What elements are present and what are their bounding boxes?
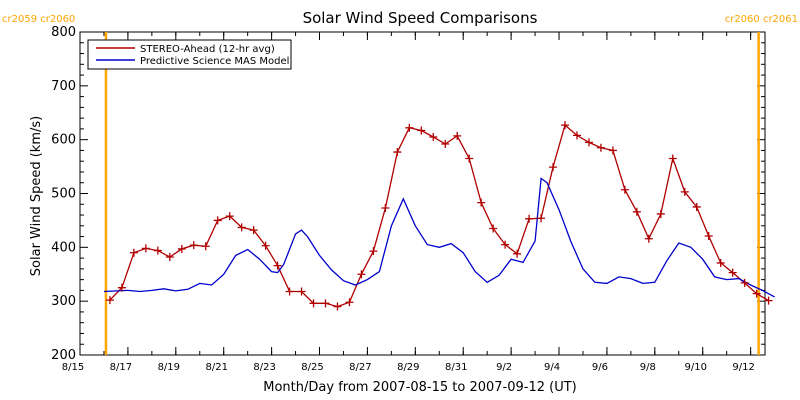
legend: STEREO-Ahead (12-hr avg)Predictive Scien… xyxy=(87,39,292,70)
data-point xyxy=(489,224,498,233)
data-point xyxy=(608,146,617,155)
data-point xyxy=(680,187,689,196)
series-line-1 xyxy=(109,123,769,308)
data-point xyxy=(381,204,390,213)
data-point xyxy=(153,246,162,255)
data-point xyxy=(561,121,570,130)
x-tick-label: 9/4 xyxy=(544,362,560,373)
data-point xyxy=(704,232,713,241)
data-point xyxy=(465,154,474,163)
y-tick-label: 300 xyxy=(51,294,76,309)
data-point xyxy=(525,214,534,223)
data-point xyxy=(584,138,593,147)
data-point xyxy=(417,126,426,135)
legend-label: Predictive Science MAS Model xyxy=(140,56,289,67)
data-point xyxy=(740,278,749,287)
x-tick-label: 9/8 xyxy=(640,362,656,373)
data-point xyxy=(129,248,138,257)
data-point xyxy=(165,253,174,262)
x-tick-label: 8/17 xyxy=(110,362,132,373)
x-tick-label: 8/21 xyxy=(205,362,227,373)
data-point xyxy=(213,216,222,225)
x-tick-label: 9/2 xyxy=(496,362,512,373)
data-point xyxy=(369,247,378,256)
data-point xyxy=(333,302,342,311)
data-point xyxy=(345,298,354,307)
y-tick-label: 600 xyxy=(51,133,76,148)
data-point xyxy=(237,223,246,232)
x-tick-label: 9/10 xyxy=(684,362,706,373)
data-point xyxy=(201,242,210,251)
data-point xyxy=(656,209,665,218)
data-point xyxy=(105,296,114,305)
x-tick-label: 8/27 xyxy=(349,362,371,373)
y-tick-label: 500 xyxy=(51,187,76,202)
data-point xyxy=(309,299,318,308)
data-point xyxy=(141,244,150,253)
data-point xyxy=(549,163,558,172)
x-tick-label: 8/29 xyxy=(397,362,419,373)
x-tick-label: 8/23 xyxy=(253,362,275,373)
data-point xyxy=(716,258,725,267)
data-point xyxy=(692,202,701,211)
x-tick-label: 8/31 xyxy=(445,362,467,373)
data-point xyxy=(249,226,258,235)
y-tick-label: 800 xyxy=(51,25,76,40)
data-point xyxy=(441,139,450,148)
y-tick-label: 200 xyxy=(51,348,76,363)
data-point xyxy=(357,270,366,279)
carrington-marker-label: cr2060 cr2061 xyxy=(725,14,798,25)
data-point xyxy=(477,198,486,207)
data-point xyxy=(273,261,282,270)
data-point xyxy=(572,131,581,140)
data-point xyxy=(405,123,414,132)
data-point xyxy=(429,132,438,141)
data-point xyxy=(225,212,234,221)
legend-label: STEREO-Ahead (12-hr avg) xyxy=(140,44,275,55)
data-point xyxy=(393,148,402,157)
data-point xyxy=(297,287,306,296)
x-tick-label: 9/6 xyxy=(592,362,608,373)
x-tick-label: 8/25 xyxy=(301,362,323,373)
y-axis-title: Solar Wind Speed (km/s) xyxy=(29,116,44,276)
data-point xyxy=(764,296,773,305)
data-point xyxy=(177,244,186,253)
x-axis-title: Month/Day from 2007-08-15 to 2007-09-12 … xyxy=(263,380,576,395)
series-line-2 xyxy=(103,177,775,298)
y-tick-label: 700 xyxy=(51,79,76,94)
data-point xyxy=(117,283,126,292)
carrington-marker-label: cr2059 cr2060 xyxy=(2,14,75,25)
data-point xyxy=(537,214,546,223)
x-tick-label: 9/12 xyxy=(732,362,754,373)
x-tick-label: 8/19 xyxy=(158,362,180,373)
data-point xyxy=(453,131,462,140)
data-point xyxy=(596,143,605,152)
data-point xyxy=(189,241,198,250)
data-point xyxy=(513,249,522,258)
data-point xyxy=(644,234,653,243)
data-point xyxy=(285,287,294,296)
y-tick-label: 400 xyxy=(51,240,76,255)
data-point xyxy=(752,289,761,298)
data-point xyxy=(632,207,641,216)
data-point xyxy=(321,299,330,308)
chart-title: Solar Wind Speed Comparisons xyxy=(303,9,538,27)
data-point xyxy=(261,241,270,250)
data-point xyxy=(668,154,677,163)
plot-frame xyxy=(79,31,766,356)
data-point xyxy=(620,185,629,194)
data-point xyxy=(501,240,510,249)
data-point xyxy=(728,268,737,277)
x-tick-label: 8/15 xyxy=(62,362,84,373)
legend-box xyxy=(87,39,292,70)
